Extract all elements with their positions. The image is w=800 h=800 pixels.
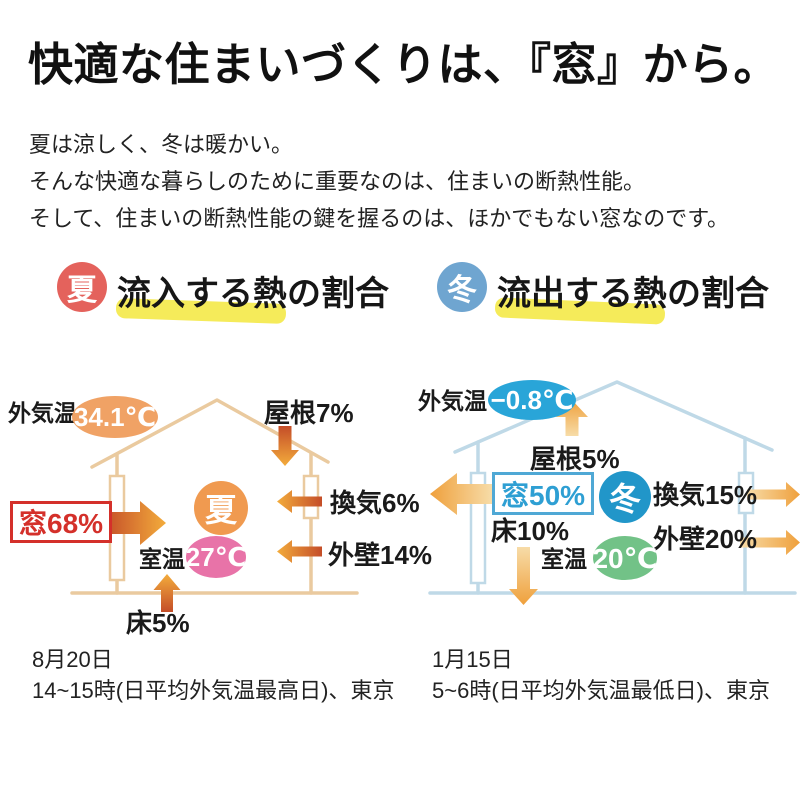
winter-window-arrow-icon xyxy=(430,473,492,515)
summer-caption-date: 8月20日 xyxy=(32,647,113,672)
summer-floor-arrow-icon xyxy=(153,574,181,612)
summer-vent-arrow-icon xyxy=(277,490,322,513)
winter-caption: 1月15日 5~6時(日平均外気温最低日)、東京 xyxy=(432,644,770,706)
winter-window-percent-box: 窓50% xyxy=(492,472,595,515)
winter-room-temp-pill: 20℃ xyxy=(592,536,658,580)
summer-room-temp-pill: 27℃ xyxy=(186,536,246,578)
winter-room-temp-label: 室温 xyxy=(541,546,587,572)
winter-roof-outline xyxy=(453,380,774,454)
summer-roof-percent: 屋根7% xyxy=(264,398,354,428)
winter-badge: 冬 xyxy=(437,262,487,312)
winter-caption-date: 1月15日 xyxy=(432,647,513,672)
summer-caption-detail: 14~15時(日平均外気温最高日)、東京 xyxy=(32,678,395,703)
summer-outdoor-temp-pill: 34.1℃ xyxy=(72,396,158,438)
summer-floor-percent: 床5% xyxy=(126,608,190,638)
summer-season-mark: 夏 xyxy=(194,481,248,535)
summer-wall-arrow-icon xyxy=(277,540,322,563)
winter-vent-arrow-icon xyxy=(747,482,800,507)
page-title: 快適な住まいづくりは、『窓』から。 xyxy=(28,39,780,90)
summer-window-percent-box: 窓68% xyxy=(10,501,113,543)
winter-outdoor-temp-pill: −0.8℃ xyxy=(488,380,576,420)
winter-ventilation-percent: 換気15% xyxy=(653,480,758,510)
winter-floor-arrow-icon xyxy=(509,547,538,605)
intro-line-1: 夏は涼しく、冬は暖かい。 xyxy=(29,132,294,157)
winter-caption-detail: 5~6時(日平均外気温最低日)、東京 xyxy=(432,678,770,703)
intro-text: 夏は涼しく、冬は暖かい。 そんな快適な暮らしのために重要なのは、住まいの断熱性能… xyxy=(29,126,769,237)
summer-roof-arrow-icon xyxy=(271,426,299,466)
intro-line-2: そんな快適な暮らしのために重要なのは、住まいの断熱性能。 xyxy=(29,169,646,194)
winter-wall-percent: 外壁20% xyxy=(653,524,758,554)
winter-roof-percent: 屋根5% xyxy=(530,444,620,474)
summer-room-temp-label: 室温 xyxy=(139,546,185,572)
winter-floor-percent: 床10% xyxy=(491,516,570,546)
summer-heading: 流入する熱の割合 xyxy=(117,275,389,313)
summer-badge: 夏 xyxy=(57,262,107,312)
summer-outdoor-temp-label: 外気温 xyxy=(8,400,77,426)
summer-ventilation-percent: 換気6% xyxy=(330,488,420,518)
winter-diagram: 外気温 −0.8℃ 屋根5% 窓50% 冬 換気15% 床10% 外壁20% 室… xyxy=(400,360,800,650)
intro-line-3: そして、住まいの断熱性能の鍵を握るのは、ほかでもない窓なのです。 xyxy=(29,206,730,231)
winter-wall-arrow-icon xyxy=(740,530,800,555)
winter-outdoor-temp-label: 外気温 xyxy=(418,388,487,414)
summer-diagram: 外気温 34.1℃ 屋根7% 換気6% 外壁14% 窓68% 夏 室温 27℃ … xyxy=(0,360,432,650)
winter-season-mark: 冬 xyxy=(599,471,651,523)
summer-window-arrow-icon xyxy=(104,501,166,545)
summer-house-drawing xyxy=(70,398,359,612)
summer-caption: 8月20日 14~15時(日平均外気温最高日)、東京 xyxy=(32,644,394,706)
winter-heading: 流出する熱の割合 xyxy=(497,275,769,313)
summer-wall-percent: 外壁14% xyxy=(328,540,433,570)
